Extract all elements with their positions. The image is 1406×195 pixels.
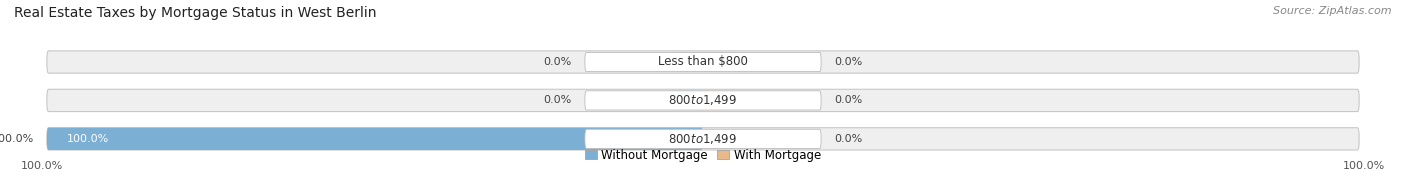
Text: $800 to $1,499: $800 to $1,499 [668,93,738,107]
FancyBboxPatch shape [46,51,1360,73]
FancyBboxPatch shape [703,91,730,110]
FancyBboxPatch shape [676,91,703,110]
Text: Real Estate Taxes by Mortgage Status in West Berlin: Real Estate Taxes by Mortgage Status in … [14,6,377,20]
Text: 0.0%: 0.0% [834,57,862,67]
FancyBboxPatch shape [585,129,821,148]
Text: 0.0%: 0.0% [834,95,862,105]
FancyBboxPatch shape [676,52,703,72]
Text: 100.0%: 100.0% [0,134,34,144]
FancyBboxPatch shape [46,89,1360,112]
Text: 100.0%: 100.0% [21,161,63,171]
Text: 0.0%: 0.0% [544,57,572,67]
FancyBboxPatch shape [703,52,730,72]
FancyBboxPatch shape [585,52,821,72]
FancyBboxPatch shape [46,128,1360,150]
Text: Less than $800: Less than $800 [658,56,748,68]
Text: $800 to $1,499: $800 to $1,499 [668,132,738,146]
FancyBboxPatch shape [703,129,730,148]
Text: Source: ZipAtlas.com: Source: ZipAtlas.com [1274,6,1392,16]
Text: 100.0%: 100.0% [66,134,108,144]
Text: 100.0%: 100.0% [1343,161,1385,171]
FancyBboxPatch shape [46,128,703,150]
Legend: Without Mortgage, With Mortgage: Without Mortgage, With Mortgage [581,144,825,166]
Text: 0.0%: 0.0% [544,95,572,105]
Text: 0.0%: 0.0% [834,134,862,144]
FancyBboxPatch shape [585,91,821,110]
